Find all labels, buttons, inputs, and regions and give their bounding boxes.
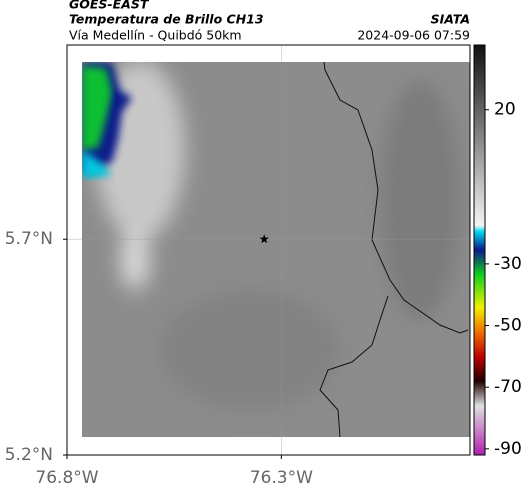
colorbar-tick-label: -70 xyxy=(494,377,522,397)
source: GOES-EAST xyxy=(69,0,150,12)
title: Temperatura de Brillo CH13 xyxy=(69,12,264,27)
timestamp: 2024-09-06 07:59 xyxy=(357,28,470,43)
y-tick-label: 5.2°N xyxy=(5,445,53,465)
y-tick-label: 5.7°N xyxy=(5,229,53,249)
colorbar-tick-label: -30 xyxy=(494,254,522,274)
colorbar xyxy=(473,44,486,456)
location-marker xyxy=(259,234,269,244)
x-tick-label: 76.3°W xyxy=(250,468,313,488)
map-frame xyxy=(66,44,471,456)
colorbar-tick-label: 20 xyxy=(494,100,516,120)
x-tick-label: 76.8°W xyxy=(35,468,98,488)
subtitle: Vía Medellín - Quibdó 50km xyxy=(69,28,242,43)
credit: SIATA xyxy=(431,12,470,27)
map-imagery xyxy=(82,62,470,437)
colorbar-tick-label: -90 xyxy=(494,439,522,459)
colorbar-tick-label: -50 xyxy=(494,316,522,336)
